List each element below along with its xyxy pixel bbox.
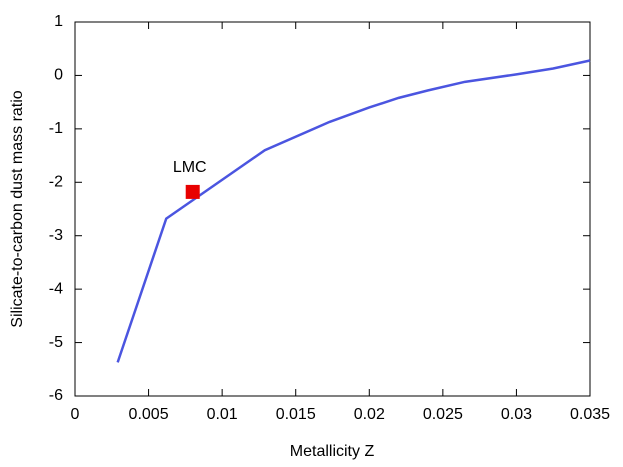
x-axis-title: Metallicity Z [290,443,375,460]
y-tick-label: 0 [54,67,63,84]
annotation-marker [185,184,200,199]
x-tick-label: 0.015 [276,406,316,423]
annotation-label: LMC [173,159,207,176]
y-tick-label: -3 [49,227,63,244]
y-tick-label: -5 [49,334,63,351]
plot-frame [74,21,591,397]
x-tick-label: 0.035 [570,406,610,423]
y-axis-title: Silicate-to-carbon dust mass ratio [9,90,26,328]
x-tick-label: 0.02 [354,406,385,423]
y-tick-label: 1 [54,13,63,30]
x-tick-label: 0.03 [501,406,532,423]
x-tick-label: 0 [71,406,80,423]
x-tick-label: 0.005 [129,406,169,423]
x-tick-label: 0.025 [423,406,463,423]
y-tick-label: -2 [49,174,63,191]
x-tick-label: 0.01 [207,406,238,423]
y-tick-label: -4 [49,280,63,297]
y-tick-label: -6 [49,387,63,404]
data-line [116,59,591,363]
y-tick-label: -1 [49,120,63,137]
